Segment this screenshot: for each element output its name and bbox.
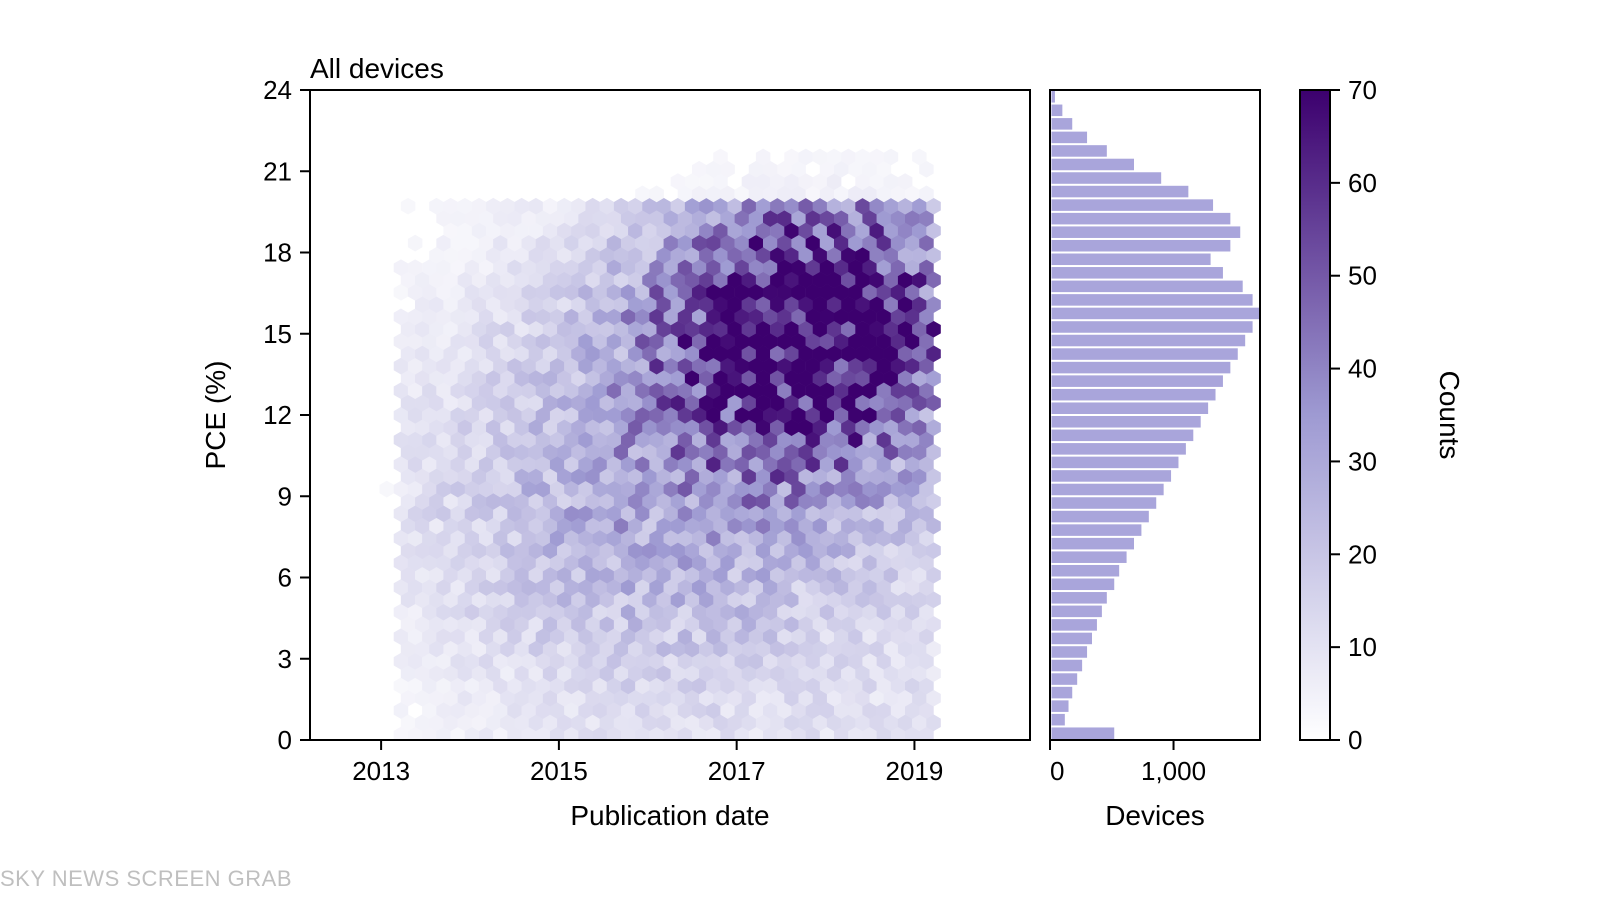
colorbar-label: Counts <box>1434 371 1465 460</box>
histogram-bar <box>1052 633 1093 645</box>
histogram-bar <box>1052 687 1073 699</box>
histogram-bar <box>1052 335 1246 347</box>
histogram-bar <box>1052 294 1253 306</box>
histogram-bar <box>1052 606 1102 618</box>
y-axis-label: PCE (%) <box>200 361 231 470</box>
chart-figure: All devices 2013 2015 2017 2019 0 3 6 9 12 15 18 21 2… <box>0 0 1600 900</box>
histogram-bar <box>1052 673 1078 685</box>
histogram-bar <box>1052 402 1209 414</box>
histogram-bar <box>1052 579 1115 591</box>
watermark-text: SKY NEWS SCREEN GRAB <box>0 866 292 892</box>
histogram-bar <box>1052 91 1055 103</box>
hex-cell <box>401 198 415 215</box>
histogram-bar <box>1052 484 1164 496</box>
hex-cell <box>380 481 394 498</box>
histogram-bar <box>1052 362 1231 374</box>
histogram-bar <box>1052 281 1243 293</box>
histogram-bar <box>1052 199 1214 211</box>
chart-title: All devices <box>310 53 444 84</box>
histogram-bar <box>1052 375 1223 387</box>
histogram-bar <box>1052 727 1115 739</box>
hist-x-tick-label: 0 <box>1050 756 1064 786</box>
hexbin-cells <box>380 149 941 744</box>
histogram-bar <box>1052 254 1211 266</box>
histogram-bar <box>1052 321 1253 333</box>
histogram-bar <box>1052 430 1194 442</box>
colorbar-tick-label: 40 <box>1348 354 1377 384</box>
hist-x-axis-label: Devices <box>1105 800 1205 831</box>
histogram-bars <box>1052 91 1261 739</box>
x-tick-label: 2013 <box>352 756 410 786</box>
histogram-bar <box>1052 700 1069 712</box>
histogram-bar <box>1052 145 1107 157</box>
histogram-bar <box>1052 267 1223 279</box>
colorbar-tick-label: 20 <box>1348 539 1377 569</box>
histogram-bar <box>1052 592 1107 604</box>
histogram-bar <box>1052 132 1088 144</box>
y-tick-label: 21 <box>263 156 292 186</box>
histogram-bar <box>1052 470 1172 482</box>
colorbar <box>1300 90 1330 740</box>
histogram-bar <box>1052 213 1231 225</box>
y-tick-label: 12 <box>263 400 292 430</box>
histogram-bar <box>1052 714 1065 726</box>
histogram-bar <box>1052 308 1261 320</box>
y-tick-label: 3 <box>278 644 292 674</box>
x-tick-label: 2019 <box>886 756 944 786</box>
histogram-bar <box>1052 240 1231 252</box>
histogram-bar <box>1052 389 1216 401</box>
colorbar-tick-label: 10 <box>1348 632 1377 662</box>
histogram-bar <box>1052 105 1063 117</box>
histogram-bar <box>1052 159 1135 171</box>
x-tick-label: 2015 <box>530 756 588 786</box>
histogram-bar <box>1052 186 1189 198</box>
colorbar-tick-label: 60 <box>1348 168 1377 198</box>
histogram-bar <box>1052 226 1241 238</box>
histogram-bar <box>1052 524 1142 536</box>
histogram-bar <box>1052 565 1120 577</box>
histogram-bar <box>1052 538 1135 550</box>
histogram-bar <box>1052 443 1186 455</box>
histogram-bar <box>1052 416 1201 428</box>
histogram-bar <box>1052 646 1088 658</box>
y-tick-label: 24 <box>263 75 292 105</box>
colorbar-tick-label: 50 <box>1348 261 1377 291</box>
histogram-bar <box>1052 660 1083 672</box>
histogram-bar <box>1052 497 1157 509</box>
y-tick-label: 9 <box>278 481 292 511</box>
y-tick-label: 0 <box>278 725 292 755</box>
colorbar-tick-label: 30 <box>1348 446 1377 476</box>
y-tick-label: 15 <box>263 319 292 349</box>
hex-cell <box>408 235 422 252</box>
y-tick-label: 18 <box>263 238 292 268</box>
hist-x-tick-label: 1,000 <box>1141 756 1206 786</box>
histogram-bar <box>1052 619 1097 631</box>
histogram-bar <box>1052 511 1149 523</box>
histogram-bar <box>1052 172 1162 184</box>
histogram-bar <box>1052 348 1238 360</box>
x-axis-label: Publication date <box>570 800 769 831</box>
x-tick-label: 2017 <box>708 756 766 786</box>
histogram-bar <box>1052 551 1127 563</box>
histogram-bar <box>1052 457 1179 469</box>
colorbar-tick-label: 0 <box>1348 725 1362 755</box>
colorbar-tick-label: 70 <box>1348 75 1377 105</box>
histogram-bar <box>1052 118 1073 130</box>
y-tick-label: 6 <box>278 563 292 593</box>
